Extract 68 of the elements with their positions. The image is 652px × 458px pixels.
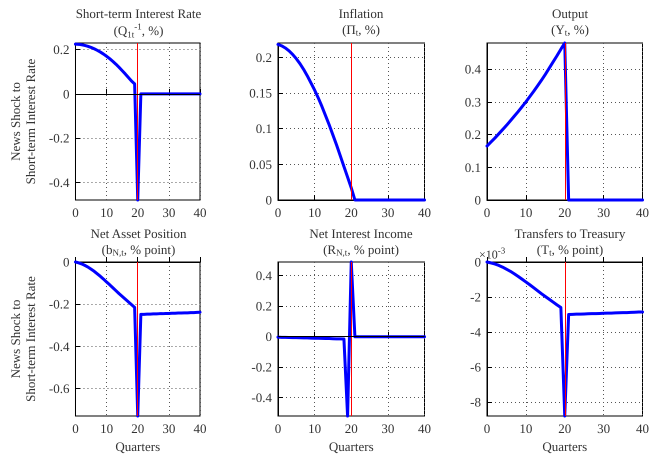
x-tick-label: 10 bbox=[519, 205, 532, 220]
line-series bbox=[486, 42, 644, 202]
y-tick-label: 0.1 bbox=[256, 121, 272, 136]
y-tick-label: 0.2 bbox=[256, 298, 272, 314]
x-tick-label: 40 bbox=[194, 421, 206, 436]
chart-title: Inflation bbox=[338, 6, 384, 21]
chart-title: Short-term Interest Rate bbox=[76, 6, 202, 21]
y-tick-label: -0.2 bbox=[251, 360, 272, 375]
y-tick-label: 0 bbox=[474, 254, 481, 270]
line-series bbox=[486, 260, 644, 418]
y-tick-label: -0.4 bbox=[251, 390, 272, 406]
x-tick-label: 10 bbox=[100, 421, 114, 436]
x-axis-title: Quarters bbox=[542, 439, 588, 454]
y-tick-label: 0 bbox=[62, 86, 70, 102]
x-axis-title: Quarters bbox=[115, 439, 160, 454]
chart-title: Net Asset Position bbox=[90, 226, 188, 241]
x-tick-label: 40 bbox=[636, 205, 649, 220]
y-tick-label: -2 bbox=[470, 290, 481, 304]
x-tick-label: 20 bbox=[131, 205, 144, 220]
y-tick-label: -6 bbox=[470, 360, 482, 374]
y-tick-label: -4 bbox=[470, 324, 482, 340]
y-tick-label: 0.05 bbox=[249, 156, 272, 172]
x-tick-label: 30 bbox=[597, 205, 610, 220]
x-tick-label: 30 bbox=[381, 205, 394, 220]
x-tick-label: 30 bbox=[162, 205, 176, 220]
y-tick-label: 0.15 bbox=[249, 85, 272, 100]
line-series bbox=[276, 42, 426, 202]
y-tick-label: 0 bbox=[474, 192, 481, 208]
y-tick-label: -0.4 bbox=[48, 174, 70, 190]
x-tick-label: 30 bbox=[162, 421, 176, 436]
x-tick-label: 40 bbox=[636, 421, 649, 436]
y-tick-label: -0.6 bbox=[48, 381, 70, 396]
y-tick-label: -0.4 bbox=[48, 338, 70, 354]
chart-title: Transfers to Treasury bbox=[514, 226, 626, 241]
x-tick-label: 20 bbox=[344, 421, 358, 436]
chart-title: Net Interest Income bbox=[309, 226, 413, 241]
y-tick-label: 0.2 bbox=[256, 50, 272, 65]
y-tick-label: -0.2 bbox=[48, 130, 70, 146]
y-tick-label: 0.4 bbox=[464, 62, 482, 77]
y-tick-label: 0.2 bbox=[464, 127, 481, 142]
x-tick-label: 30 bbox=[381, 421, 394, 436]
y-tick-label: 0 bbox=[266, 192, 272, 208]
y-axis-title: News Shock to Short-term Interest Rate bbox=[8, 58, 38, 184]
y-tick-label: -0.2 bbox=[48, 296, 70, 312]
x-tick-label: 20 bbox=[558, 421, 572, 436]
x-tick-label: 40 bbox=[194, 205, 206, 220]
x-tick-label: 10 bbox=[519, 421, 532, 436]
y-tick-label: 0.2 bbox=[53, 42, 70, 58]
x-axis-title: Quarters bbox=[328, 439, 374, 454]
x-tick-label: 20 bbox=[558, 205, 572, 220]
x-tick-label: 40 bbox=[418, 421, 431, 436]
x-tick-label: 20 bbox=[344, 205, 358, 220]
x-tick-label: 20 bbox=[131, 421, 144, 436]
y-tick-label: 0.4 bbox=[256, 268, 272, 284]
y-tick-label: -8 bbox=[470, 394, 481, 410]
y-axis-title: News Shock to Short-term Interest Rate bbox=[8, 276, 38, 402]
x-tick-label: 40 bbox=[418, 205, 431, 220]
x-tick-label: 10 bbox=[100, 205, 114, 220]
x-tick-label: 10 bbox=[308, 421, 322, 436]
x-tick-label: 30 bbox=[597, 421, 610, 436]
y-tick-label: 0.3 bbox=[464, 94, 481, 110]
y-tick-label: 0 bbox=[266, 329, 272, 344]
line-series bbox=[74, 260, 202, 418]
x-tick-label: 10 bbox=[308, 205, 322, 220]
line-series bbox=[74, 42, 202, 202]
y-tick-label: 0 bbox=[62, 254, 70, 270]
y-tick-label: 0.1 bbox=[464, 160, 481, 175]
chart-title: Output bbox=[552, 6, 588, 21]
